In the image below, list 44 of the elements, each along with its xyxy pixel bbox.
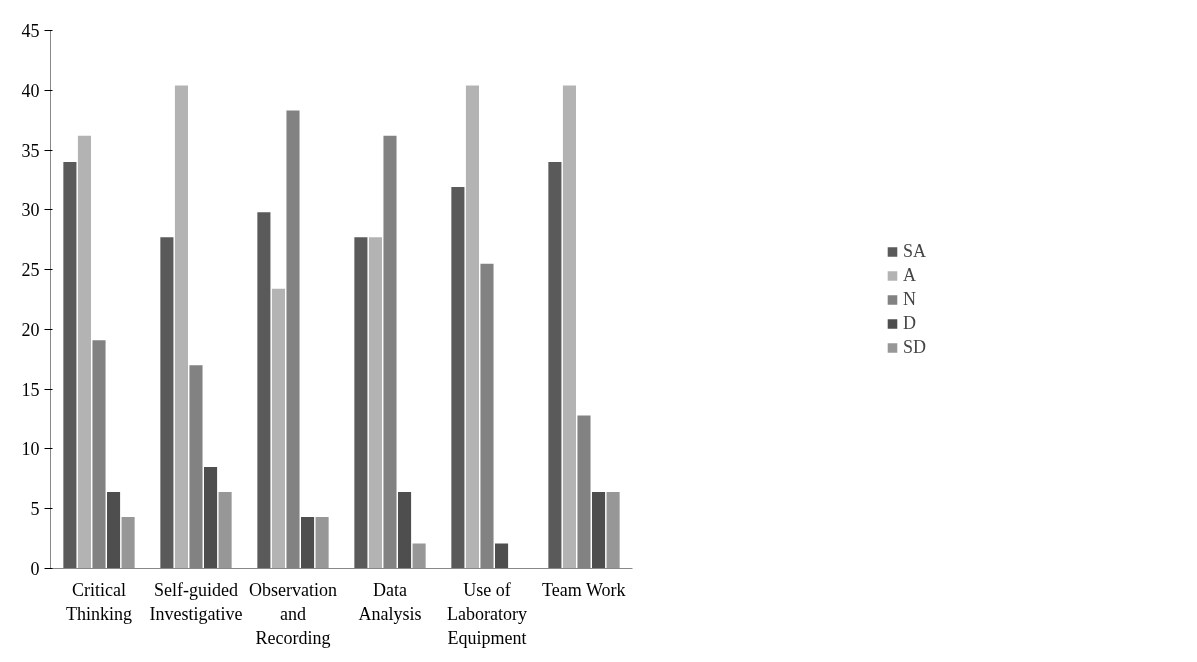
bar	[451, 187, 465, 569]
bar	[495, 543, 509, 569]
bar	[77, 135, 91, 569]
y-tick-label: 20	[21, 319, 40, 340]
y-tick-label: 15	[21, 379, 40, 400]
bar	[160, 237, 174, 569]
y-tick-label: 10	[21, 439, 40, 460]
bar	[592, 491, 606, 569]
bar	[368, 237, 382, 569]
bar	[548, 162, 562, 569]
bar	[107, 491, 121, 569]
bar	[218, 491, 232, 569]
bar	[174, 85, 188, 569]
legend-label: SD	[902, 336, 927, 358]
y-tick-label: 5	[30, 499, 40, 520]
legend-label: SA	[902, 240, 927, 262]
x-tick-label: Data Analysis	[358, 579, 422, 624]
x-tick-label: Self-guided Investigative	[149, 579, 243, 624]
bar	[354, 237, 368, 569]
y-tick-label: 30	[21, 200, 40, 221]
x-tick-label: Observation and Recording	[249, 579, 337, 648]
bar	[204, 466, 218, 569]
y-tick-label: 25	[21, 260, 40, 281]
bar	[562, 85, 576, 569]
bar	[257, 212, 271, 569]
bar	[301, 517, 315, 569]
bar	[63, 162, 77, 569]
bar	[465, 85, 479, 569]
bar	[398, 491, 412, 569]
y-tick-label: 40	[21, 80, 40, 101]
legend-label: D	[902, 312, 917, 334]
bar	[606, 491, 620, 569]
legend-label: A	[902, 264, 917, 286]
x-tick-label: Team Work	[542, 579, 626, 600]
bar	[412, 543, 426, 569]
y-tick-label: 45	[21, 21, 40, 41]
bar	[315, 517, 329, 569]
bar	[271, 288, 285, 569]
legend-label: N	[902, 288, 917, 310]
y-tick-label: 35	[21, 140, 40, 161]
x-tick-label: Critical Thinking	[66, 579, 132, 624]
bar	[121, 517, 135, 569]
x-tick-label: Use of Laboratory Equipment	[447, 579, 527, 648]
y-tick-label: 0	[30, 559, 40, 579]
